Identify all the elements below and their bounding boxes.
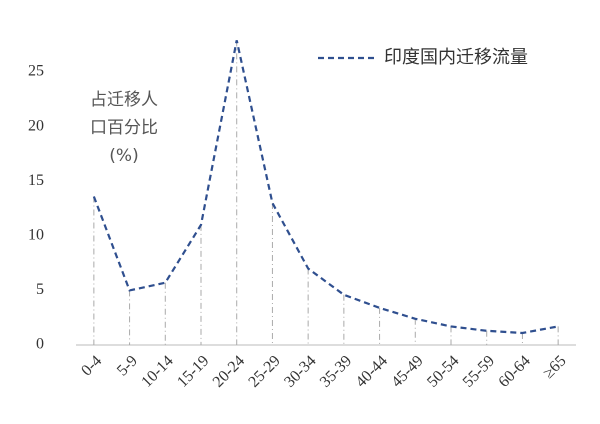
y-tick-label: 0: [36, 336, 44, 353]
y-tick-label: 20: [28, 117, 44, 134]
y-tick-label: 15: [28, 172, 44, 189]
y-axis-label: (%): [109, 146, 138, 166]
y-axis-label: 占迁移人: [90, 90, 158, 110]
y-tick-label: 25: [28, 63, 44, 80]
series-line: [92, 40, 559, 335]
legend-label: 印度国内迁移流量: [384, 47, 528, 68]
y-axis-label: 口百分比: [90, 118, 158, 138]
y-tick-label: 5: [36, 281, 44, 298]
y-tick-label: 10: [28, 226, 44, 243]
